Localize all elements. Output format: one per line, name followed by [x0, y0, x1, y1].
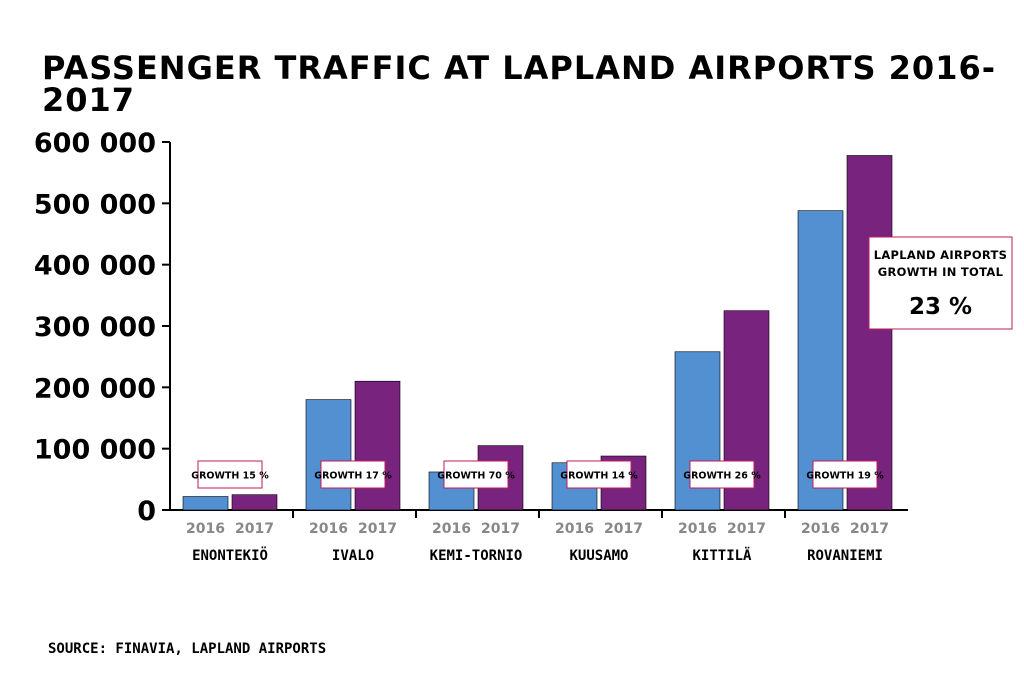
- bar-2017: [231, 494, 278, 511]
- bar-2017: [354, 380, 401, 511]
- x-year-label: 2017: [481, 521, 520, 537]
- x-category-label: KEMI-TORNIO: [430, 548, 523, 564]
- total-growth-value: 23 %: [909, 294, 972, 320]
- x-year-label: 2017: [358, 521, 397, 537]
- growth-label: GROWTH 70 %: [437, 471, 515, 482]
- growth-label-box: [197, 460, 263, 489]
- total-growth-label: GROWTH IN TOTAL: [878, 265, 1004, 279]
- growth-label: GROWTH 26 %: [683, 471, 761, 482]
- x-year-label: 2016: [186, 521, 225, 537]
- x-category-label: KUUSAMO: [569, 548, 628, 564]
- y-tick-label: 300 000: [34, 312, 156, 343]
- source-note: SOURCE: FINAVIA, LAPLAND AIRPORTS: [48, 641, 327, 657]
- bar-2016: [797, 210, 844, 511]
- growth-label: GROWTH 14 %: [560, 471, 638, 482]
- y-tick-label: 100 000: [34, 435, 156, 466]
- y-tick-label: 0: [137, 496, 156, 527]
- x-year-label: 2016: [309, 521, 348, 537]
- x-year-label: 2016: [555, 521, 594, 537]
- x-year-label: 2016: [678, 521, 717, 537]
- x-category-label: IVALO: [332, 548, 374, 564]
- bar-2016: [305, 399, 352, 511]
- x-year-label: 2017: [235, 521, 274, 537]
- x-year-label: 2017: [850, 521, 889, 537]
- x-category-label: KITTILÄ: [692, 547, 752, 564]
- growth-label-box: [689, 460, 755, 489]
- growth-label-box: [812, 460, 878, 489]
- y-tick-label: 500 000: [34, 189, 156, 220]
- growth-label: GROWTH 15 %: [191, 471, 269, 482]
- x-category-label: ROVANIEMI: [807, 548, 883, 564]
- x-year-label: 2017: [604, 521, 643, 537]
- growth-label-box: [566, 460, 632, 489]
- total-growth-box: [868, 236, 1013, 330]
- x-year-label: 2017: [727, 521, 766, 537]
- x-category-label: ENONTEKIÖ: [192, 546, 268, 564]
- bar-2017: [846, 155, 893, 511]
- y-tick-label: 400 000: [34, 251, 156, 282]
- growth-label: GROWTH 17 %: [314, 471, 392, 482]
- growth-label-box: [443, 460, 509, 489]
- total-growth-label: LAPLAND AIRPORTS: [874, 248, 1008, 262]
- y-tick-label: 200 000: [34, 373, 156, 404]
- growth-label: GROWTH 19 %: [806, 471, 884, 482]
- x-year-label: 2016: [801, 521, 840, 537]
- bar-2016: [182, 496, 229, 511]
- x-year-label: 2016: [432, 521, 471, 537]
- y-tick-label: 600 000: [34, 128, 156, 159]
- growth-label-box: [320, 460, 386, 489]
- chart-title: PASSENGER TRAFFIC AT LAPLAND AIRPORTS 20…: [42, 49, 996, 119]
